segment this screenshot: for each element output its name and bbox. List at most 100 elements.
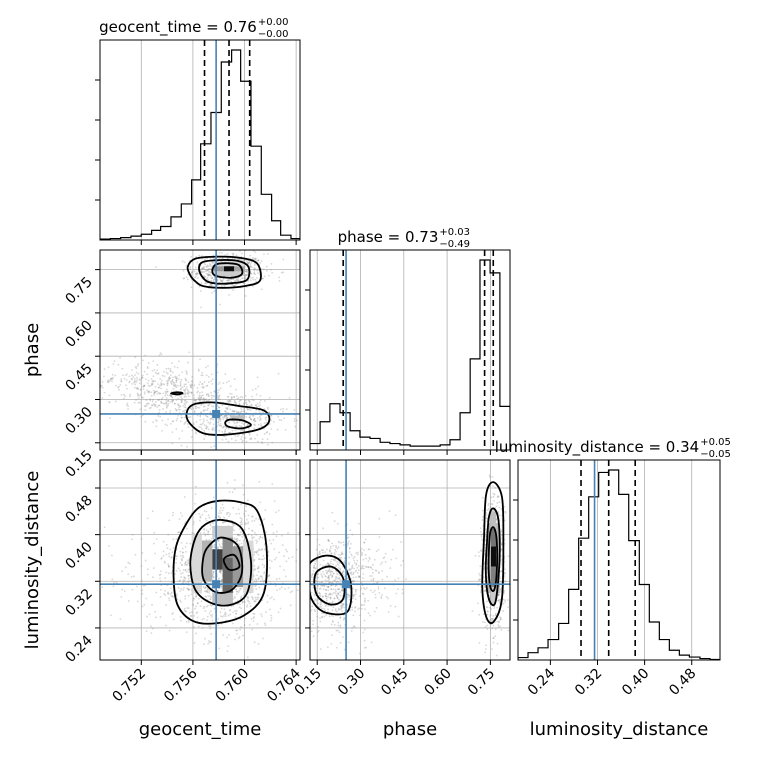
scatter-point-915 — [170, 572, 173, 574]
scatter-point-1088 — [357, 608, 360, 611]
scatter-point-1091 — [355, 564, 358, 566]
scatter-point-1394 — [147, 390, 150, 393]
scatter-point-843 — [322, 588, 325, 591]
scatter-point-369 — [236, 534, 239, 536]
scatter-point-534 — [500, 569, 503, 572]
scatter-point-62 — [216, 278, 219, 281]
scatter-point-1315 — [325, 597, 328, 600]
scatter-point-1390 — [378, 517, 381, 520]
scatter-point-1090 — [351, 564, 354, 567]
scatter-point-771 — [201, 386, 204, 388]
scatter-point-214 — [194, 275, 197, 278]
scatter-point-795 — [247, 522, 249, 525]
scatter-point-6 — [202, 265, 205, 268]
scatter-point-1575 — [141, 396, 143, 399]
scatter-point-549 — [207, 530, 210, 533]
scatter-point-1654 — [183, 416, 186, 419]
scatter-point-1294 — [341, 572, 344, 574]
scatter-point-444 — [210, 596, 212, 598]
scatter-point-1613 — [156, 406, 159, 409]
scatter-point-293 — [213, 607, 216, 610]
scatter-point-238 — [257, 272, 259, 274]
scatter-point-522 — [230, 280, 233, 283]
scatter-point-1691 — [230, 393, 233, 395]
scatter-point-1053 — [203, 429, 206, 432]
scatter-point-1282 — [124, 395, 126, 397]
scatter-point-1371 — [339, 594, 342, 597]
scatter-point-1415 — [364, 588, 367, 591]
scatter-point-162 — [181, 571, 184, 574]
scatter-point-1595 — [182, 410, 184, 413]
scatter-point-1464 — [109, 379, 112, 381]
scatter-point-1385 — [218, 577, 221, 580]
scatter-point-812 — [259, 418, 262, 421]
scatter-point-542 — [209, 273, 211, 276]
scatter-point-1470 — [322, 527, 325, 530]
scatter-point-235 — [492, 485, 494, 487]
scatter-point-244 — [196, 261, 199, 264]
scatter-point-335 — [200, 255, 203, 257]
scatter-point-1469 — [361, 565, 363, 568]
scatter-point-82 — [245, 518, 248, 521]
scatter-point-580 — [231, 252, 234, 255]
scatter-point-940 — [234, 429, 237, 432]
scatter-point-784 — [371, 571, 374, 574]
scatter-point-872 — [356, 566, 359, 569]
scatter-point-908 — [219, 570, 222, 573]
scatter-point-777 — [268, 559, 271, 562]
scatter-point-1652 — [161, 374, 164, 377]
scatter-point-1169 — [321, 574, 323, 577]
scatter-point-1437 — [154, 391, 157, 393]
scatter-point-1012 — [197, 390, 199, 393]
scatter-point-169 — [190, 593, 193, 596]
scatter-point-49 — [206, 269, 209, 271]
scatter-point-1462 — [239, 587, 242, 590]
scatter-point-1303 — [97, 409, 99, 411]
scatter-point-1236 — [326, 646, 329, 649]
scatter-point-575 — [247, 280, 249, 283]
scatter-point-665 — [484, 585, 486, 587]
scatter-point-704 — [255, 405, 258, 408]
scatter-point-692 — [211, 405, 213, 407]
scatter-point-1275 — [187, 381, 190, 384]
scatter-point-228 — [184, 595, 187, 598]
scatter-point-951 — [203, 528, 206, 531]
scatter-point-200 — [225, 513, 228, 516]
panel-frame — [517, 459, 721, 661]
scatter-point-1422 — [155, 591, 158, 594]
scatter-point-861 — [280, 586, 283, 588]
scatter-point-1190 — [368, 556, 371, 559]
scatter-point-1524 — [182, 404, 185, 407]
scatter-point-1422 — [363, 587, 365, 589]
scatter-point-1080 — [250, 403, 253, 406]
scatter-point-1562 — [166, 382, 169, 385]
scatter-point-980 — [152, 421, 155, 423]
x-tick-label-luminosity_distance-2: 0.40 — [619, 666, 652, 699]
scatter-point-378 — [240, 519, 243, 522]
scatter-point-1175 — [332, 563, 334, 566]
scatter-point-1390 — [201, 660, 203, 662]
scatter-point-594 — [318, 502, 320, 504]
scatter-point-1199 — [166, 382, 169, 385]
scatter-point-1493 — [183, 383, 186, 386]
scatter-point-183 — [259, 536, 262, 539]
scatter-point-720 — [206, 415, 208, 418]
scatter-point-739 — [482, 515, 484, 518]
scatter-point-459 — [246, 261, 249, 264]
scatter-point-623 — [237, 534, 240, 537]
scatter-point-722 — [219, 545, 221, 547]
scatter-point-661 — [245, 403, 248, 406]
scatter-point-1184 — [328, 615, 331, 618]
scatter-point-1446 — [369, 614, 371, 617]
scatter-point-1182 — [179, 384, 182, 386]
scatter-point-1052 — [184, 421, 187, 424]
scatter-point-347 — [263, 253, 265, 256]
scatter-point-1195 — [171, 371, 174, 374]
scatter-point-331 — [256, 269, 258, 272]
scatter-point-1050 — [228, 401, 231, 403]
scatter-point-206 — [479, 531, 482, 533]
scatter-point-1281 — [337, 598, 340, 601]
scatter-point-821 — [211, 429, 214, 431]
scatter-point-1295 — [169, 374, 172, 377]
scatter-point-860 — [253, 519, 256, 522]
